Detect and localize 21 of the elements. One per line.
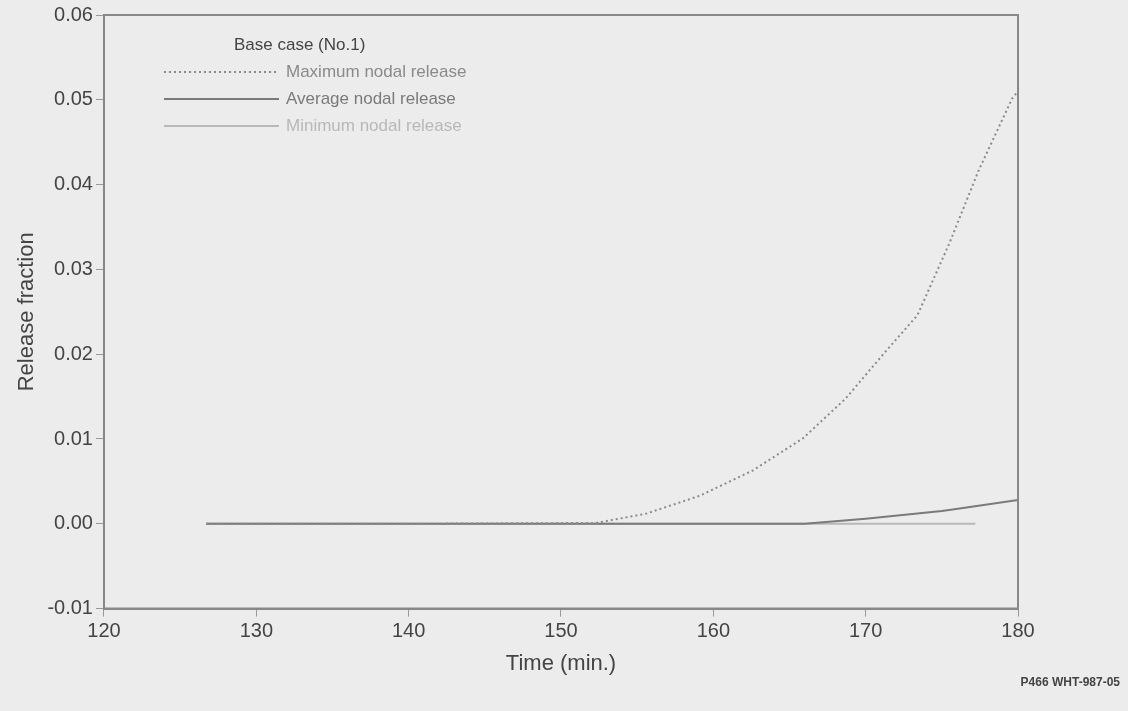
x-axis-title: Time (min.) <box>505 649 617 675</box>
legend-title: Base case (No.1) <box>233 34 366 54</box>
text: Maximum nodal release <box>285 61 467 81</box>
y-tick-label: 0.01 <box>54 426 93 449</box>
text: P466 WHT-987-05 <box>1020 675 1120 689</box>
x-tick-label: 140 <box>391 619 426 642</box>
y-tick-label: -0.01 <box>47 596 93 619</box>
x-tick-label: 150 <box>544 619 578 642</box>
y-tick-label: 0.06 <box>54 2 93 25</box>
y-tick-label: 0.04 <box>54 172 93 195</box>
text: Average nodal release <box>285 88 456 108</box>
y-tick-label: 0.00 <box>54 511 93 534</box>
y-tick-label: 0.02 <box>54 341 93 364</box>
x-tick-label: 160 <box>696 619 731 642</box>
x-tick-label: 130 <box>239 619 274 642</box>
x-tick-label: 170 <box>848 619 883 642</box>
y-axis-title: Release fraction <box>13 232 39 392</box>
x-tick-label: 120 <box>87 619 121 642</box>
y-tick-label: 0.03 <box>54 256 93 279</box>
y-tick-label: 0.05 <box>54 87 93 110</box>
x-tick-label: 180 <box>1001 619 1035 642</box>
